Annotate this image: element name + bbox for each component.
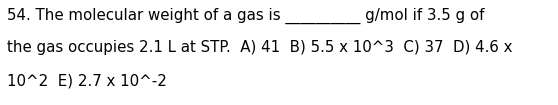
Text: 54. The molecular weight of a gas is __________ g/mol if 3.5 g of: 54. The molecular weight of a gas is ___… bbox=[7, 7, 485, 24]
Text: 10^2  E) 2.7 x 10^-2: 10^2 E) 2.7 x 10^-2 bbox=[7, 74, 167, 89]
Text: the gas occupies 2.1 L at STP.  A) 41  B) 5.5 x 10^3  C) 37  D) 4.6 x: the gas occupies 2.1 L at STP. A) 41 B) … bbox=[7, 40, 513, 55]
